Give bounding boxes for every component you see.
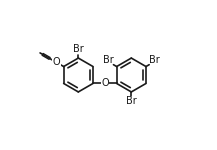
Text: Br: Br [73,44,84,54]
Text: O: O [53,57,61,68]
Text: O: O [101,78,109,88]
Text: Br: Br [149,55,160,65]
Text: Br: Br [126,96,137,106]
Text: Br: Br [103,55,113,65]
